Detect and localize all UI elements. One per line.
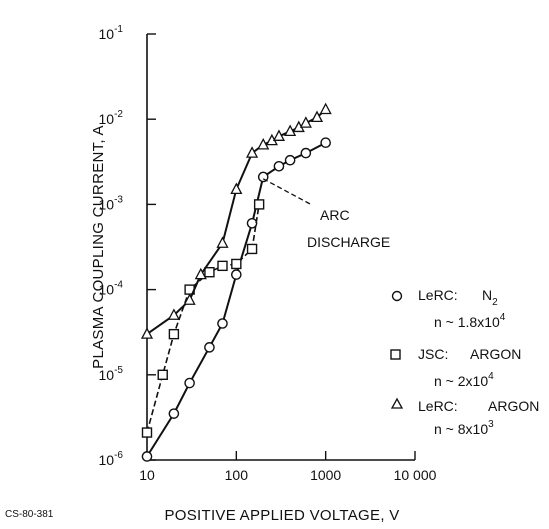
y-tick-label: 10-1 [99, 24, 124, 42]
legend-lerc-argon-density: n ~ 8x103 [434, 419, 494, 437]
y-tick-label: 10-4 [99, 280, 124, 298]
arc-discharge-label-line2: DISCHARGE [307, 234, 390, 250]
y-tick-label: 10-2 [99, 109, 124, 127]
legend-entry-lerc-argon: LeRC: ARGON n ~ 8x103 [390, 397, 539, 437]
data-point-lerc-n2 [231, 269, 242, 280]
legend-lerc-n2-density: n ~ 1.8x104 [434, 312, 506, 330]
legend-circle-marker [391, 290, 403, 302]
data-point-lerc-n2 [320, 137, 331, 148]
data-point-lerc-n2 [257, 171, 269, 183]
data-point-lerc-argon [216, 236, 229, 248]
legend: LeRC: N2 n ~ 1.8x104 JSC: ARGON n ~ 2x10… [390, 287, 539, 437]
data-point-lerc-argon [272, 129, 286, 141]
y-tick-label: 10-5 [99, 365, 124, 383]
series-line-lerc-argon [146, 108, 327, 335]
data-point-jsc-argon [217, 260, 228, 272]
data-point-lerc-argon [167, 308, 180, 320]
data-point-jsc-argon [141, 427, 153, 438]
data-point-lerc-argon [257, 137, 270, 150]
data-point-lerc-n2 [141, 451, 153, 462]
data-point-lerc-argon [194, 267, 207, 280]
data-point-jsc-argon [204, 267, 215, 278]
arc-discharge-annotation: ARC DISCHARGE [262, 178, 390, 250]
y-tick-label: 10-3 [99, 194, 124, 212]
data-point-lerc-n2 [284, 154, 296, 166]
data-point-lerc-argon [319, 102, 332, 115]
legend-lerc-argon-source: LeRC: [418, 398, 458, 414]
x-axis-label: POSITIVE APPLIED VOLTAGE, V [164, 507, 399, 524]
data-point-lerc-n2 [300, 147, 312, 159]
data-point-lerc-n2 [204, 342, 215, 353]
data-point-jsc-argon [231, 258, 242, 270]
legend-jsc-argon-gas: ARGON [470, 346, 521, 362]
legend-entry-jsc-argon: JSC: ARGON n ~ 2x104 [390, 346, 521, 389]
x-tick-label: 100 [225, 467, 249, 483]
arc-discharge-leader [262, 178, 313, 206]
legend-square-marker [390, 349, 401, 360]
data-point-lerc-argon [245, 146, 259, 158]
legend-jsc-argon-density: n ~ 2x104 [434, 371, 494, 389]
tick-group: 10-6 10-5 10-4 10-3 10-2 10-1 10 100 1000 10 000 [99, 24, 437, 483]
data-point-jsc-argon [157, 369, 168, 380]
data-point-lerc-argon [230, 182, 243, 195]
data-point-lerc-argon [140, 327, 154, 339]
figure-id: CS-80-381 [5, 509, 54, 520]
data-point-jsc-argon [246, 243, 258, 255]
series-line-jsc-argon [146, 204, 260, 433]
data-point-lerc-argon [284, 124, 297, 137]
y-tick-label: 10-6 [99, 450, 124, 468]
data-point-lerc-n2 [273, 161, 285, 172]
data-point-lerc-n2 [217, 318, 228, 329]
arc-discharge-label-line1: ARC [320, 207, 350, 223]
x-tick-label: 10 [139, 467, 155, 483]
data-point-lerc-argon [299, 116, 312, 128]
data-point-lerc-argon [310, 110, 324, 123]
data-point-jsc-argon [253, 199, 265, 210]
data-point-jsc-argon [168, 328, 180, 340]
y-axis-label: PLASMA COUPLING CURRENT, A [90, 125, 107, 369]
chart-axes [146, 34, 415, 461]
data-point-lerc-n2 [168, 408, 180, 419]
legend-lerc-n2-gas: N2 [482, 287, 498, 308]
legend-jsc-argon-source: JSC: [418, 346, 448, 362]
data-point-lerc-n2 [246, 218, 258, 229]
data-point-lerc-n2 [184, 377, 195, 389]
data-point-lerc-argon [183, 293, 196, 305]
legend-triangle-marker [390, 397, 404, 409]
legend-lerc-n2-source: LeRC: [418, 287, 458, 303]
x-tick-label: 1000 [310, 467, 341, 483]
legend-lerc-argon-gas: ARGON [488, 398, 539, 414]
x-tick-label: 10 000 [394, 467, 437, 483]
series-group [140, 102, 332, 462]
legend-entry-lerc-n2: LeRC: N2 n ~ 1.8x104 [391, 287, 506, 330]
